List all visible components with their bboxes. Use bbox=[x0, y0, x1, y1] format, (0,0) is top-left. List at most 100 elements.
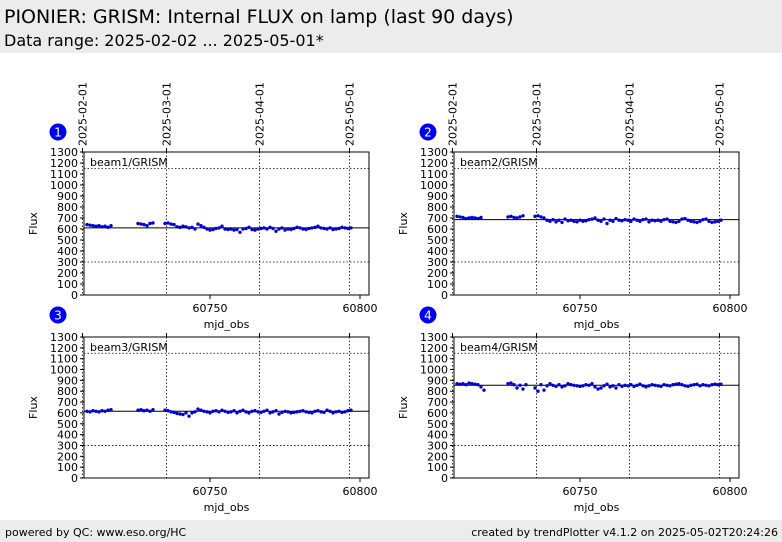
data-point bbox=[100, 409, 104, 413]
data-point bbox=[554, 384, 558, 389]
data-point bbox=[617, 218, 621, 222]
data-point bbox=[223, 409, 227, 413]
data-point bbox=[244, 226, 248, 231]
data-point bbox=[184, 411, 188, 415]
data-point bbox=[512, 383, 516, 387]
y-tick-label: 800 bbox=[427, 385, 448, 398]
data-point bbox=[91, 409, 95, 413]
data-point bbox=[259, 410, 263, 415]
data-point bbox=[659, 219, 663, 223]
data-point bbox=[650, 218, 654, 222]
data-point bbox=[208, 228, 212, 232]
data-point bbox=[94, 409, 98, 413]
data-point bbox=[196, 222, 200, 226]
y-tick-label: 700 bbox=[57, 396, 78, 409]
x-tick-label: 60750 bbox=[193, 302, 228, 315]
data-point bbox=[524, 383, 528, 387]
data-point bbox=[506, 381, 510, 386]
x-axis-label: mjd_obs bbox=[204, 318, 250, 331]
data-point bbox=[178, 412, 182, 416]
chart-panel-3: 0100200300400500600700800900100011001200… bbox=[27, 306, 378, 514]
y-tick-label: 1100 bbox=[50, 353, 78, 366]
data-point bbox=[458, 382, 462, 386]
data-point bbox=[467, 381, 471, 385]
data-point bbox=[238, 409, 242, 413]
y-axis-label: Flux bbox=[397, 212, 410, 235]
data-point bbox=[145, 224, 149, 228]
data-point bbox=[136, 221, 140, 226]
data-point bbox=[202, 409, 206, 413]
y-tick-label: 1000 bbox=[50, 364, 78, 377]
data-point bbox=[148, 221, 152, 226]
y-tick-label: 1100 bbox=[420, 168, 448, 181]
data-point bbox=[106, 225, 110, 230]
data-point bbox=[220, 408, 224, 412]
data-point bbox=[88, 410, 92, 414]
data-point bbox=[620, 384, 624, 389]
panel-number-label: 2 bbox=[424, 126, 432, 140]
data-point bbox=[611, 219, 615, 223]
panel-number-badge bbox=[49, 123, 67, 141]
data-point bbox=[569, 383, 573, 387]
y-tick-label: 1200 bbox=[50, 342, 78, 355]
data-point bbox=[587, 383, 591, 387]
data-point bbox=[479, 215, 483, 220]
data-point bbox=[542, 216, 546, 220]
data-point bbox=[641, 217, 645, 222]
data-point bbox=[325, 408, 329, 412]
data-point bbox=[271, 410, 275, 414]
data-point bbox=[584, 383, 588, 387]
data-point bbox=[617, 383, 621, 387]
y-tick-label: 700 bbox=[427, 396, 448, 409]
data-point bbox=[109, 224, 113, 228]
y-tick-label: 1300 bbox=[420, 146, 448, 159]
data-point bbox=[566, 219, 570, 223]
data-point bbox=[166, 409, 170, 413]
y-tick-label: 0 bbox=[441, 472, 448, 485]
data-point bbox=[569, 218, 573, 222]
chart-panel-4: 0100200300400500600700800900100011001200… bbox=[397, 306, 748, 514]
data-point bbox=[97, 410, 101, 414]
data-point bbox=[578, 384, 582, 389]
footer-bar: powered by QC: www.eso.org/HC created by… bbox=[0, 520, 782, 542]
data-point bbox=[593, 385, 597, 389]
data-point bbox=[458, 215, 462, 219]
data-point bbox=[259, 226, 263, 231]
data-point bbox=[328, 409, 332, 413]
data-point bbox=[196, 407, 200, 411]
data-point bbox=[316, 224, 320, 228]
data-point bbox=[349, 408, 353, 412]
x-axis-label: mjd_obs bbox=[574, 318, 620, 331]
data-point bbox=[253, 409, 257, 413]
data-point bbox=[286, 227, 290, 231]
y-tick-label: 600 bbox=[427, 223, 448, 236]
data-point bbox=[199, 224, 203, 228]
panel-number-badge bbox=[419, 306, 437, 324]
data-point bbox=[100, 225, 104, 229]
data-point bbox=[695, 220, 699, 225]
data-point bbox=[557, 383, 561, 387]
y-axis-label: Flux bbox=[397, 396, 410, 419]
data-point bbox=[193, 410, 197, 414]
data-point bbox=[716, 383, 720, 387]
data-point bbox=[602, 217, 606, 221]
data-point bbox=[262, 409, 266, 413]
data-point bbox=[506, 215, 510, 219]
y-tick-label: 800 bbox=[57, 385, 78, 398]
data-point bbox=[647, 220, 651, 224]
data-point bbox=[614, 216, 618, 221]
data-point bbox=[163, 221, 167, 226]
data-point bbox=[214, 226, 218, 231]
y-tick-label: 800 bbox=[57, 201, 78, 214]
panel-number-badge bbox=[419, 123, 437, 141]
plot-frame bbox=[453, 336, 740, 479]
page-subtitle: Data range: 2025-02-02 ... 2025-05-01* bbox=[4, 31, 324, 50]
y-tick-label: 100 bbox=[427, 278, 448, 291]
y-tick-label: 100 bbox=[57, 461, 78, 474]
data-point bbox=[346, 226, 350, 231]
data-point bbox=[322, 226, 326, 231]
y-tick-label: 300 bbox=[57, 439, 78, 452]
data-point bbox=[632, 384, 636, 389]
data-point bbox=[596, 218, 600, 222]
data-point bbox=[310, 226, 314, 230]
